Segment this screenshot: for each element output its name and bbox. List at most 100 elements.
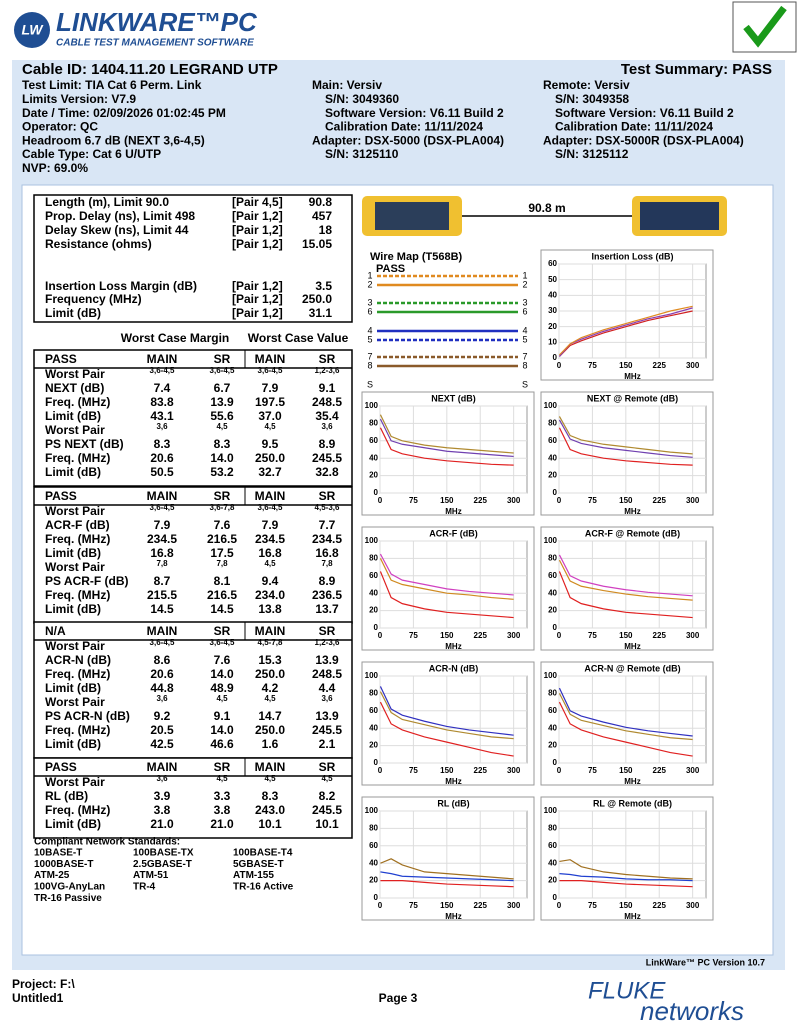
worst-pair: 3,6-4,5 <box>150 638 175 647</box>
row-value: 7.7 <box>319 518 336 532</box>
row-label: ACR-F (dB) <box>45 518 110 532</box>
standard-item: 100VG-AnyLan <box>34 882 105 893</box>
pass-check <box>743 5 787 48</box>
wire-map-title: Wire Map (T568B) <box>370 251 463 263</box>
trace <box>558 427 693 466</box>
worst-pair: 3,6-7,8 <box>210 503 235 512</box>
y-tick-label: 100 <box>544 671 558 680</box>
chart-title: ACR-N (dB) <box>429 663 479 673</box>
row-value: 7.4 <box>154 381 171 395</box>
pass-box <box>732 1 797 53</box>
row-value: 3.8 <box>154 803 171 817</box>
x-tick-label: 225 <box>474 766 488 775</box>
x-axis-label: MHz <box>624 642 640 651</box>
row-value: 46.6 <box>210 737 234 751</box>
pin-label: 4 <box>522 325 527 335</box>
table-column: MAIN <box>255 352 286 366</box>
row-label: Limit (dB) <box>45 681 101 695</box>
x-tick-label: 75 <box>588 901 597 910</box>
main-info: Adapter: DSX-5000 (DSX-PLA004) <box>312 133 504 147</box>
remote-info: Calibration Date: 11/11/2024 <box>555 120 713 134</box>
result-table <box>33 621 353 759</box>
y-tick-label: 60 <box>369 841 378 850</box>
row-label: RL (dB) <box>45 789 88 803</box>
worst-pair: 4,5-7,8 <box>258 638 283 647</box>
x-tick-label: 150 <box>440 901 454 910</box>
measurement-value: 3.5 <box>315 279 332 293</box>
x-axis-label: MHz <box>445 642 461 651</box>
standard-item: 10BASE-T <box>34 848 82 859</box>
x-tick-label: 300 <box>507 496 521 505</box>
measurement-label: Insertion Loss Margin (dB) <box>45 279 197 293</box>
row-value: 32.7 <box>258 465 282 479</box>
row-value: 1.6 <box>262 737 279 751</box>
main-info: Calibration Date: 11/11/2024 <box>325 120 483 134</box>
row-value: 14.5 <box>150 602 174 616</box>
row-value: 14.7 <box>258 709 282 723</box>
row-value: 13.9 <box>315 653 339 667</box>
standard-item: TR-4 <box>133 882 156 893</box>
table-column: SR <box>214 624 231 638</box>
y-tick-label: 60 <box>548 571 557 580</box>
x-tick-label: 75 <box>588 766 597 775</box>
row-label: Worst Pair <box>45 423 105 437</box>
y-tick-label: 0 <box>374 758 379 767</box>
trace <box>558 554 693 597</box>
y-tick-label: 100 <box>544 536 558 545</box>
row-label: ACR-N (dB) <box>45 653 111 667</box>
standard-item: 100BASE-T4 <box>233 848 293 859</box>
row-value: 9.2 <box>154 709 171 723</box>
y-tick-label: 40 <box>548 723 557 732</box>
row-label: Worst Pair <box>45 560 105 574</box>
row-label: Limit (dB) <box>45 546 101 560</box>
worst-pair: 3,6-4,5 <box>258 503 283 512</box>
page-number: Page 3 <box>379 991 418 1005</box>
y-tick-label: 80 <box>548 554 557 563</box>
pin-label: 7 <box>522 351 527 361</box>
y-tick-label: 60 <box>548 706 557 715</box>
row-value: 8.3 <box>154 437 171 451</box>
trace <box>379 571 514 619</box>
x-tick-label: 150 <box>619 766 633 775</box>
row-value: 32.8 <box>315 465 339 479</box>
pin-label: 3 <box>522 297 527 307</box>
version: LinkWare™ PC Version 10.7 <box>646 957 765 967</box>
x-tick-label: 225 <box>653 766 667 775</box>
worst-pair: 4,5 <box>264 422 276 431</box>
worst-pair: 3,6 <box>321 694 333 703</box>
row-value: 10.1 <box>315 817 339 831</box>
y-tick-label: 100 <box>544 806 558 815</box>
row-value: 83.8 <box>150 395 174 409</box>
pin-label: 2 <box>367 279 372 289</box>
info-line: Limits Version: V7.9 <box>22 92 136 106</box>
main-info: Software Version: V6.11 Build 2 <box>325 106 504 120</box>
row-value: 8.9 <box>319 574 336 588</box>
wire-map-result: PASS <box>376 263 405 275</box>
plot-area <box>379 810 528 899</box>
cable-id: Cable ID: 1404.11.20 LEGRAND UTP <box>22 61 278 78</box>
table-column: SR <box>319 489 336 503</box>
x-tick-label: 150 <box>619 901 633 910</box>
trace <box>379 701 514 757</box>
measurement-pair: [Pair 1,2] <box>232 279 283 293</box>
table-column: SR <box>319 624 336 638</box>
y-tick-label: 20 <box>548 741 557 750</box>
plot-area <box>558 810 707 899</box>
remote-info: Adapter: DSX-5000R (DSX-PLA004) <box>543 133 744 147</box>
row-value: 50.5 <box>150 465 174 479</box>
x-tick-label: 75 <box>409 766 418 775</box>
trace <box>558 419 693 458</box>
row-value: 216.5 <box>207 532 237 546</box>
x-tick-label: 225 <box>474 901 488 910</box>
worst-pair: 4,5 <box>264 774 276 783</box>
x-tick-label: 225 <box>653 901 667 910</box>
standard-item: 100BASE-TX <box>133 848 194 859</box>
row-value: 42.5 <box>150 737 174 751</box>
pin-label: S <box>522 379 528 389</box>
x-tick-label: 0 <box>378 766 383 775</box>
x-axis-label: MHz <box>445 777 461 786</box>
row-value: 14.5 <box>210 602 234 616</box>
trace <box>558 701 693 757</box>
y-tick-label: 0 <box>553 893 558 902</box>
